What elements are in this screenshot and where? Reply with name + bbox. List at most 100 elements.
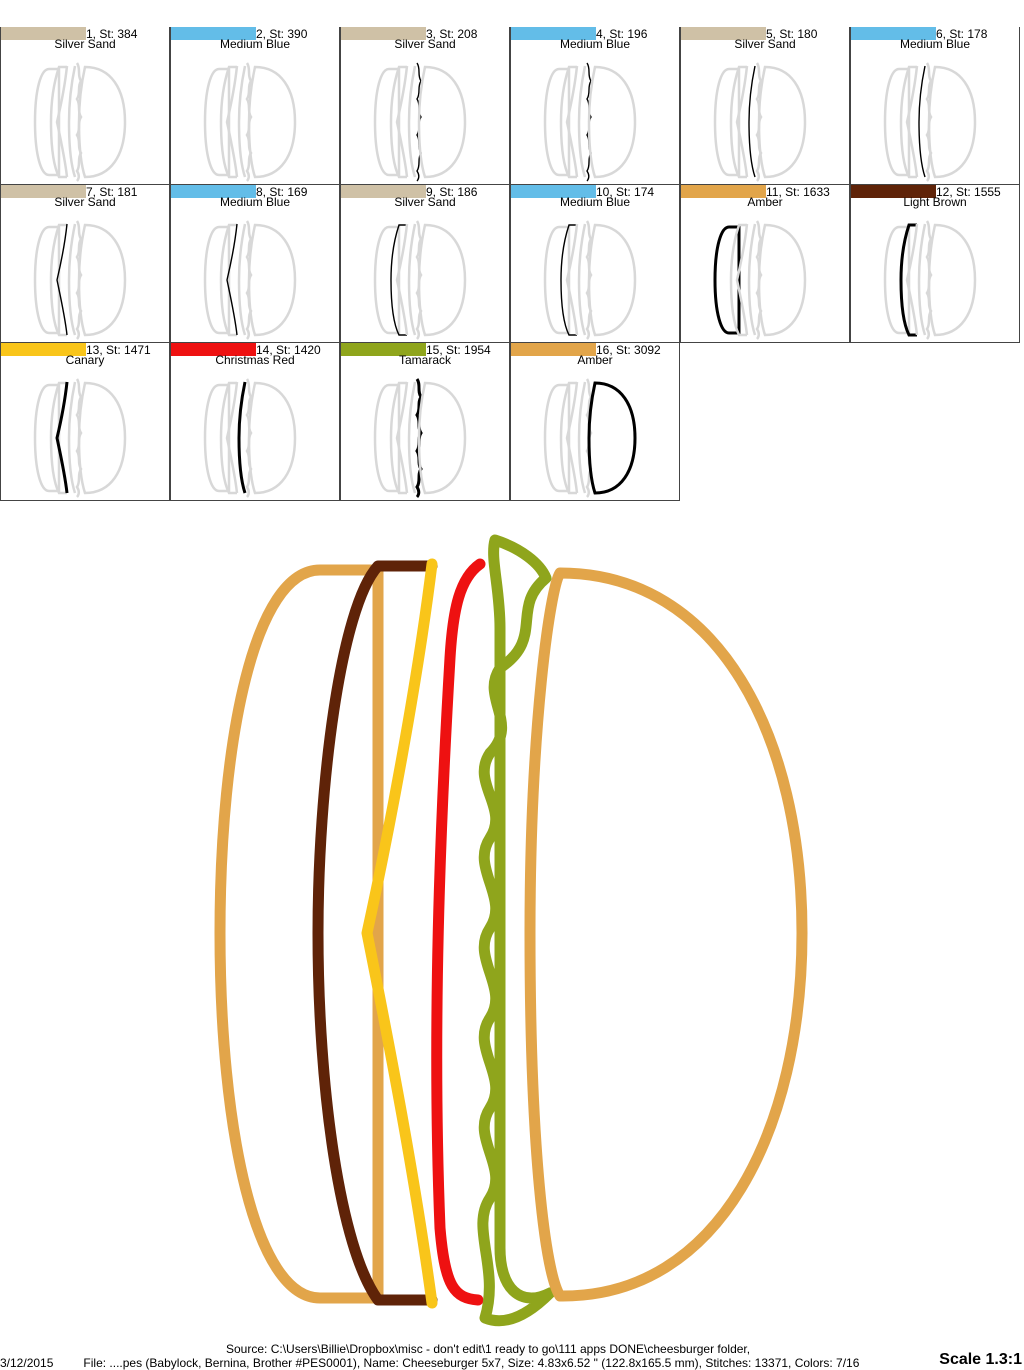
top-bun-outline: [757, 223, 807, 337]
patty-outline: [219, 223, 237, 337]
cheese-outline: [735, 65, 749, 178]
patty-outline: [560, 224, 577, 336]
cheese-outline: [226, 223, 238, 336]
tomato-outline: [577, 223, 587, 336]
bottom-bun-outline: [543, 67, 571, 177]
tomato-outline: [67, 65, 77, 178]
cheese-outline: [56, 223, 68, 336]
top-bun-outline: [247, 223, 297, 337]
patty-outline: [219, 65, 237, 179]
patty-outline: [729, 223, 747, 337]
stitch-preview: [713, 220, 807, 340]
stop-number: 1, St: 384: [86, 27, 138, 41]
tomato-outline: [67, 223, 77, 336]
cheeseburger-design-preview: [214, 534, 808, 1327]
patty-outline: [219, 381, 237, 495]
top-bun-outline: [587, 381, 637, 495]
stop-number: 16, St: 3092: [596, 343, 661, 357]
cheese-outline: [565, 65, 579, 178]
patty-outline: [559, 65, 577, 179]
thread-name: Medium Blue: [559, 195, 631, 209]
tomato-outline: [747, 223, 757, 336]
stitch-preview: [203, 378, 297, 498]
color-cell: 11, St: 1633 Amber: [680, 185, 850, 343]
stitch-preview: [33, 378, 127, 498]
stitch-preview: [713, 62, 807, 182]
color-cell: 5, St: 180 Silver Sand: [680, 27, 850, 185]
patty-outline: [559, 381, 577, 495]
cheese-outline: [55, 381, 69, 494]
stop-number: 11, St: 1633: [766, 185, 830, 199]
patty-stitch: [312, 560, 438, 1306]
bottom-bun-outline: [33, 67, 61, 177]
stitch-preview: [883, 220, 977, 340]
color-cell: 10, St: 174 Medium Blue: [510, 185, 680, 343]
tomato-outline: [407, 65, 417, 178]
thread-color-swatch: [851, 185, 936, 198]
color-cell: 15, St: 1954 Tamarack: [340, 343, 510, 501]
cheese-outline: [735, 223, 749, 336]
stitch-preview: [373, 62, 467, 182]
thread-color-swatch: [1, 27, 86, 40]
thread-name: Medium Blue: [219, 195, 291, 209]
source-path: Source: C:\Users\Billie\Dropbox\misc - d…: [226, 1342, 751, 1356]
top-bun-outline: [77, 65, 127, 179]
thread-color-swatch: [171, 27, 256, 40]
thread-color-swatch: [341, 343, 426, 356]
thread-color-swatch: [511, 343, 596, 356]
bottom-bun-outline: [713, 225, 741, 335]
bottom-bun-outline: [33, 383, 61, 493]
stitch-preview: [373, 220, 467, 340]
color-cell: 13, St: 1471 Canary: [0, 343, 170, 501]
thread-name: Silver Sand: [734, 37, 796, 51]
cheese-outline: [565, 223, 579, 336]
thread-name: Medium Blue: [559, 37, 631, 51]
stitch-preview: [883, 62, 977, 182]
stitch-preview: [543, 62, 637, 182]
thread-name: Medium Blue: [899, 37, 971, 51]
bottom-bun-outline: [543, 225, 571, 335]
stitch-preview: [543, 220, 637, 340]
stitch-preview: [33, 62, 127, 182]
stop-number: 14, St: 1420: [256, 343, 321, 357]
bottom-bun-outline: [203, 383, 231, 493]
thread-color-swatch: [171, 343, 256, 356]
thread-name: Silver Sand: [394, 37, 456, 51]
patty-outline: [899, 223, 917, 337]
stitch-preview: [373, 378, 467, 499]
top-bun-outline: [77, 381, 127, 495]
tomato-outline: [67, 381, 77, 494]
top-bun-outline: [927, 223, 977, 337]
cheese-outline: [225, 65, 239, 178]
stop-number: 4, St: 196: [596, 27, 648, 41]
bottom-bun-outline: [543, 383, 571, 493]
bottom-bun-outline: [883, 67, 911, 177]
tomato-outline: [237, 381, 247, 494]
color-cell: 9, St: 186 Silver Sand: [340, 185, 510, 343]
thread-color-swatch: [511, 27, 596, 40]
bottom-bun-outline: [33, 225, 61, 335]
top-bun-outline: [757, 65, 807, 179]
color-cell: 8, St: 169 Medium Blue: [170, 185, 340, 343]
top-bun-outline: [417, 65, 467, 179]
stop-number: 13, St: 1471: [86, 343, 151, 357]
cheese-outline: [905, 65, 919, 178]
stop-number: 9, St: 186: [426, 185, 478, 199]
thread-name: Silver Sand: [54, 195, 116, 209]
color-cell: 12, St: 1555 Light Brown: [850, 185, 1020, 343]
bottom-bun-outline: [883, 225, 911, 335]
stop-number: 8, St: 169: [256, 185, 308, 199]
stitch-preview: [203, 62, 297, 182]
thread-name: Canary: [65, 353, 105, 367]
thread-color-swatch: [341, 27, 426, 40]
stop-number: 7, St: 181: [86, 185, 138, 199]
scale-label: Scale 1.3:1: [939, 1351, 1022, 1368]
bottom-bun-outline: [373, 225, 401, 335]
thread-color-swatch: [681, 185, 766, 198]
cheese-outline: [395, 65, 409, 178]
patty-outline: [49, 223, 67, 337]
thread-color-swatch: [851, 27, 936, 40]
thread-name: Tamarack: [398, 353, 451, 367]
stop-number: 10, St: 174: [596, 185, 655, 199]
top-bun-outline: [247, 381, 297, 495]
